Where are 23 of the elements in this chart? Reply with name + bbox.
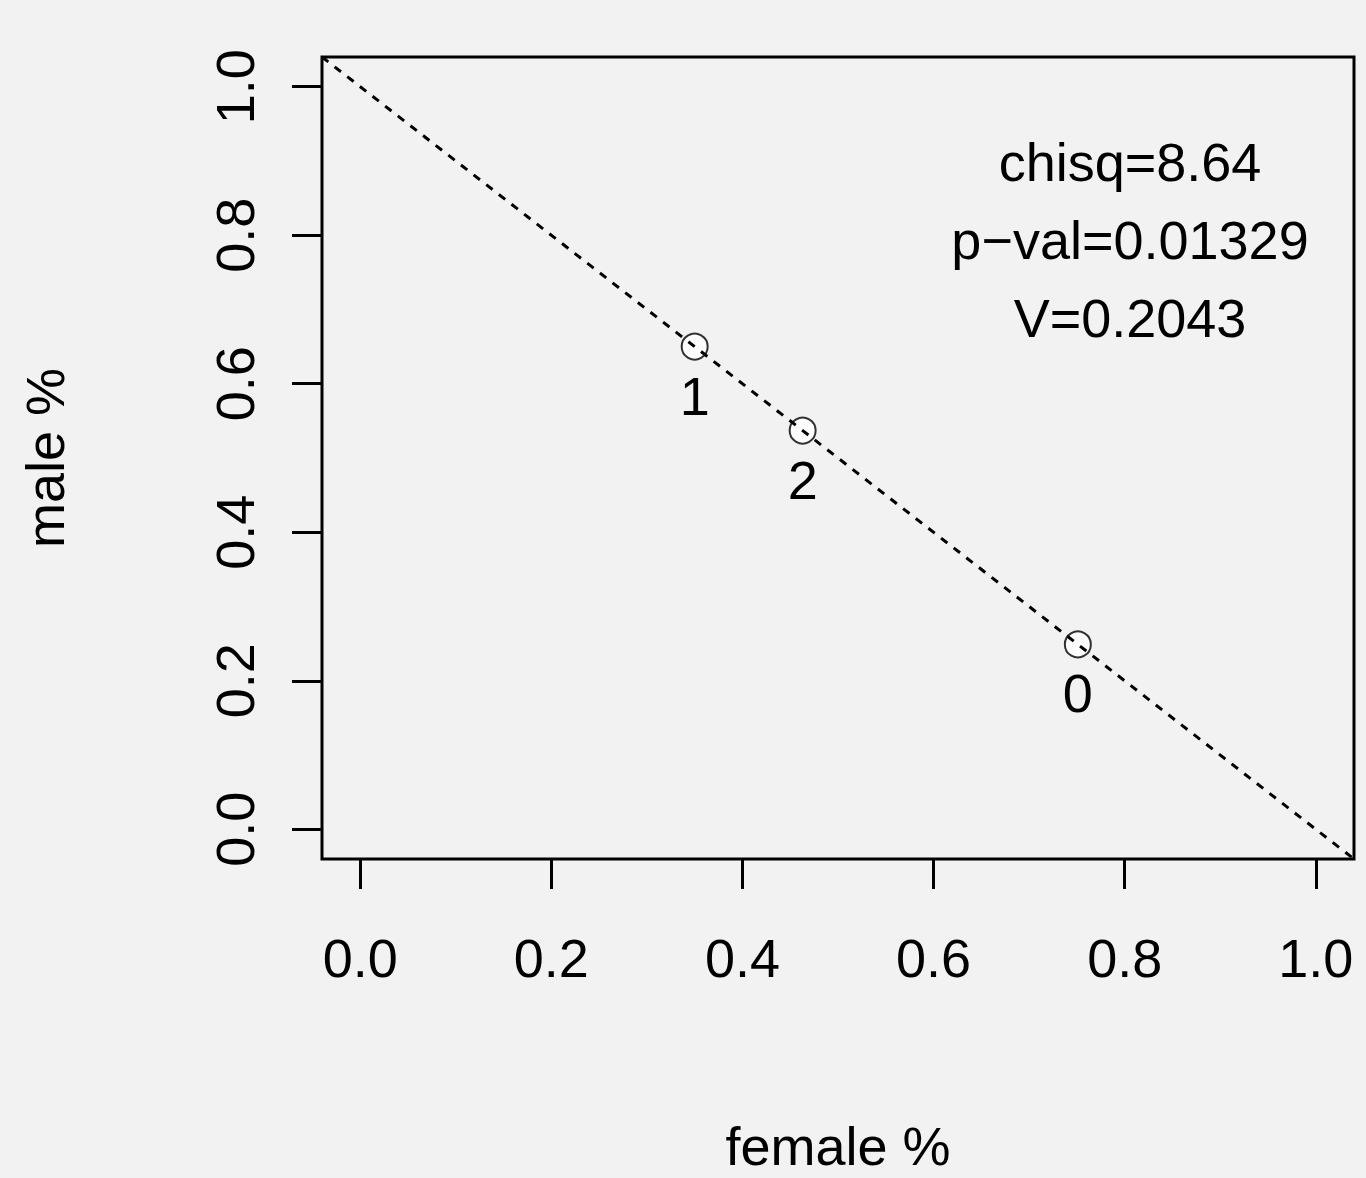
y-tick-label: 0.0 bbox=[205, 791, 265, 867]
y-tick-label: 1.0 bbox=[205, 49, 265, 125]
annotation: 2 bbox=[787, 449, 818, 510]
y-tick-label: 0.2 bbox=[205, 643, 265, 719]
y-axis-title: male % bbox=[15, 367, 75, 549]
y-tick-label: 0.4 bbox=[205, 494, 265, 570]
x-tick-label: 0.0 bbox=[322, 928, 398, 988]
annotation: V=0.2043 bbox=[1013, 288, 1247, 348]
annotation: p−val=0.01329 bbox=[951, 210, 1309, 270]
x-axis-title: female % bbox=[725, 1116, 951, 1176]
point bbox=[680, 332, 709, 361]
x-tick-label: 0.4 bbox=[704, 928, 780, 988]
y-tick-label: 0.8 bbox=[205, 197, 265, 273]
y-tick-label: 0.6 bbox=[205, 346, 265, 422]
annotation: chisq=8.64 bbox=[998, 132, 1262, 192]
annotation: 1 bbox=[679, 365, 710, 426]
point bbox=[1063, 630, 1092, 659]
x-tick-label: 0.6 bbox=[896, 928, 972, 988]
x-tick-label: 0.2 bbox=[513, 928, 589, 988]
annotation: 0 bbox=[1062, 663, 1093, 724]
x-tick-label: 0.8 bbox=[1087, 928, 1163, 988]
point bbox=[788, 416, 817, 445]
x-tick-label: 1.0 bbox=[1278, 928, 1354, 988]
